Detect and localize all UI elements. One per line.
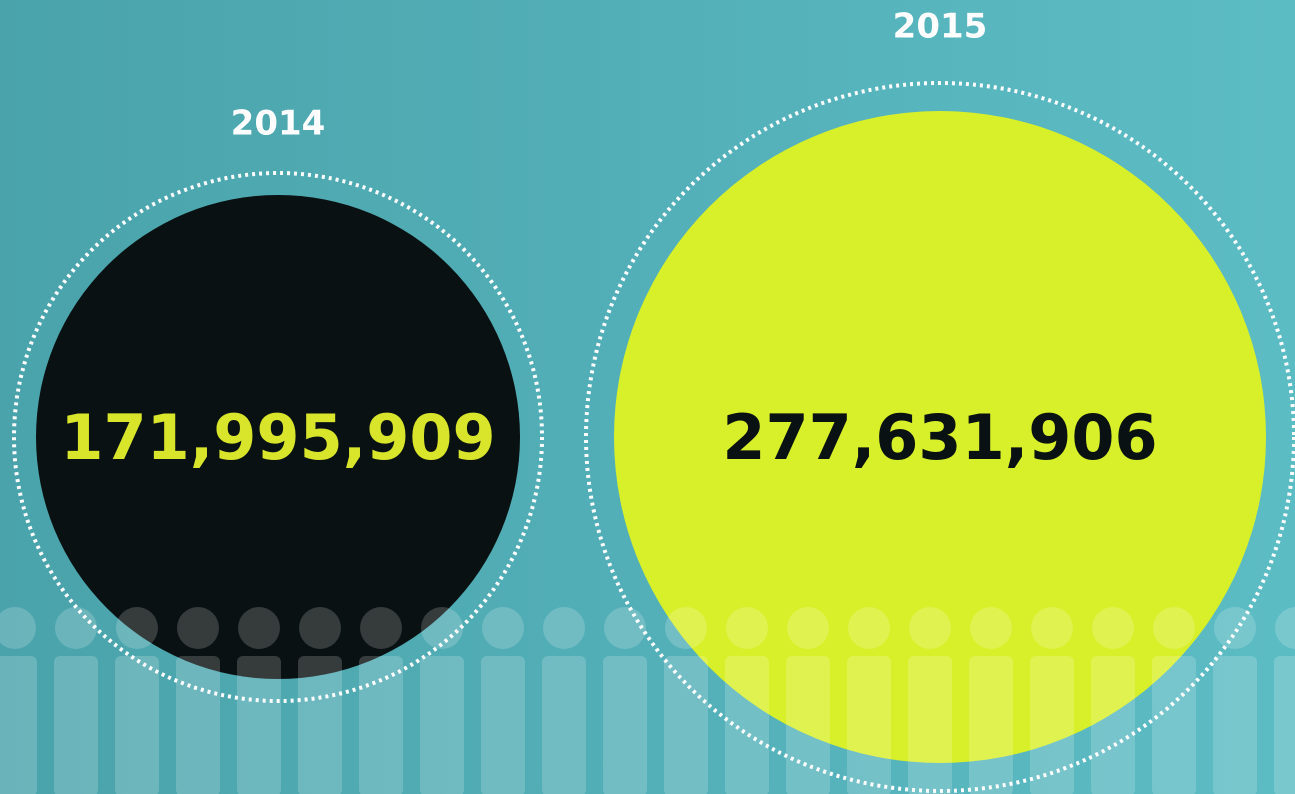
person-icon: [542, 656, 586, 794]
person-icon: [177, 607, 219, 649]
person-icon: [115, 656, 159, 794]
person-icon: [55, 607, 97, 649]
value-label: 277,631,906: [722, 401, 1157, 474]
person-icon: [1091, 656, 1135, 794]
person-icon: [421, 607, 463, 649]
person-icon: [787, 607, 829, 649]
value-label: 171,995,909: [60, 401, 495, 474]
person-icon: [299, 607, 341, 649]
person-icon: [1274, 656, 1295, 794]
person-icon: [420, 656, 464, 794]
person-icon: [237, 656, 281, 794]
person-icon: [360, 607, 402, 649]
person-icon: [54, 656, 98, 794]
year-label: 2015: [893, 7, 988, 47]
person-icon: [786, 656, 830, 794]
person-icon: [359, 656, 403, 794]
person-icon: [543, 607, 585, 649]
person-icon: [1152, 656, 1196, 794]
person-icon: [481, 656, 525, 794]
person-icon: [238, 607, 280, 649]
person-icon: [604, 607, 646, 649]
person-icon: [482, 607, 524, 649]
person-icon: [969, 656, 1013, 794]
person-icon: [909, 607, 951, 649]
person-icon: [116, 607, 158, 649]
year-label: 2014: [231, 104, 326, 144]
person-icon: [1153, 607, 1195, 649]
person-icon: [0, 656, 37, 794]
person-icon: [726, 607, 768, 649]
person-icon: [603, 656, 647, 794]
person-icon: [908, 656, 952, 794]
person-icon: [725, 656, 769, 794]
person-icon: [847, 656, 891, 794]
person-icon: [176, 656, 220, 794]
person-icon: [1214, 607, 1256, 649]
infographic: 2014 2015 171,995,909 277,631,906: [0, 0, 1295, 794]
person-icon: [665, 607, 707, 649]
person-icon: [1092, 607, 1134, 649]
person-icon: [1030, 656, 1074, 794]
person-icon: [664, 656, 708, 794]
page: 2014 2015 171,995,909 277,631,906 (() =>…: [0, 0, 1295, 794]
person-icon: [848, 607, 890, 649]
person-icon: [970, 607, 1012, 649]
person-icon: [1031, 607, 1073, 649]
person-icon: [1213, 656, 1257, 794]
person-icon: [298, 656, 342, 794]
